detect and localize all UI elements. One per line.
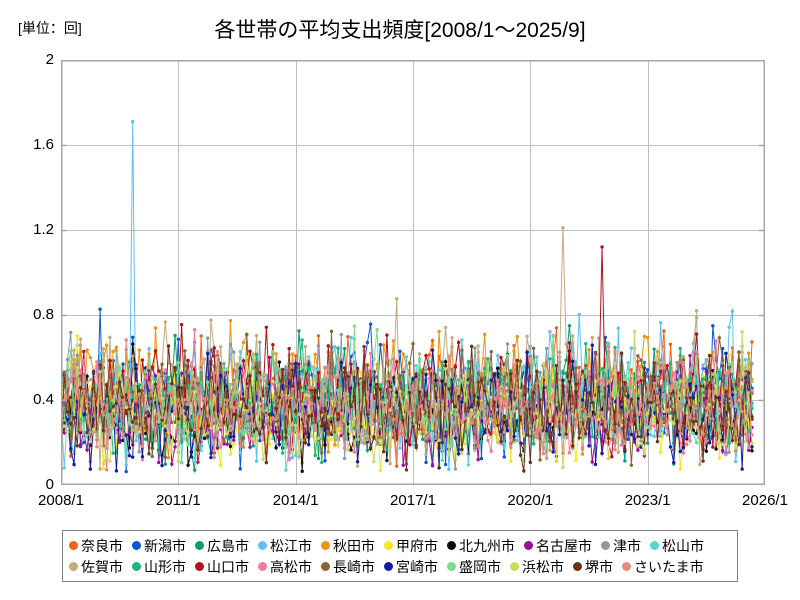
legend-label: 高松市 xyxy=(270,558,312,575)
legend-marker-icon xyxy=(510,562,519,571)
x-tick-label: 2011/1 xyxy=(155,492,201,509)
legend-marker-icon xyxy=(601,541,610,550)
legend-label: 津市 xyxy=(613,537,641,554)
legend-item-長崎市[interactable]: 長崎市 xyxy=(321,560,375,574)
legend-label: 宮崎市 xyxy=(396,558,438,575)
legend-label: 北九州市 xyxy=(459,537,515,554)
legend-marker-icon xyxy=(384,562,393,571)
plot-area xyxy=(61,60,765,485)
legend-item-山口市[interactable]: 山口市 xyxy=(195,560,249,574)
legend-item-北九州市[interactable]: 北九州市 xyxy=(447,539,515,553)
legend-marker-icon xyxy=(622,562,631,571)
legend-label: 名古屋市 xyxy=(536,537,592,554)
legend-marker-icon xyxy=(195,562,204,571)
legend-row: 佐賀市 山形市 山口市 高松市 長崎市 宮崎市 盛岡市 浜松市 堺市 さいたま市 xyxy=(69,556,731,577)
legend-item-堺市[interactable]: 堺市 xyxy=(573,560,613,574)
legend-label: 新潟市 xyxy=(144,537,186,554)
legend-item-津市[interactable]: 津市 xyxy=(601,539,641,553)
legend-marker-icon xyxy=(258,562,267,571)
legend-item-山形市[interactable]: 山形市 xyxy=(132,560,186,574)
legend-row: 奈良市 新潟市 広島市 松江市 秋田市 甲府市 北九州市 名古屋市 津市 松山市 xyxy=(69,535,731,556)
legend-item-名古屋市[interactable]: 名古屋市 xyxy=(524,539,592,553)
chart-canvas xyxy=(61,60,765,485)
y-tick-label: 0.8 xyxy=(33,306,54,323)
legend-label: 山口市 xyxy=(207,558,249,575)
legend-label: 佐賀市 xyxy=(81,558,123,575)
legend-item-新潟市[interactable]: 新潟市 xyxy=(132,539,186,553)
legend-marker-icon xyxy=(132,541,141,550)
legend-item-高松市[interactable]: 高松市 xyxy=(258,560,312,574)
x-tick-label: 2020/1 xyxy=(507,492,554,509)
legend-item-広島市[interactable]: 広島市 xyxy=(195,539,249,553)
x-tick-label: 2023/1 xyxy=(624,492,671,509)
legend-marker-icon xyxy=(69,562,78,571)
legend-marker-icon xyxy=(258,541,267,550)
legend-item-秋田市[interactable]: 秋田市 xyxy=(321,539,375,553)
y-tick-label: 1.6 xyxy=(33,136,54,153)
legend-marker-icon xyxy=(321,562,330,571)
y-tick-label: 0 xyxy=(45,476,54,493)
legend-marker-icon xyxy=(524,541,533,550)
legend-item-浜松市[interactable]: 浜松市 xyxy=(510,560,564,574)
legend-label: 甲府市 xyxy=(396,537,438,554)
legend-label: 盛岡市 xyxy=(459,558,501,575)
legend-item-さいたま市[interactable]: さいたま市 xyxy=(622,560,704,574)
legend-item-松江市[interactable]: 松江市 xyxy=(258,539,312,553)
legend-label: さいたま市 xyxy=(634,558,704,575)
x-tick-label: 2026/1 xyxy=(742,492,788,509)
legend-label: 松江市 xyxy=(270,537,312,554)
legend-label: 山形市 xyxy=(144,558,186,575)
legend-label: 堺市 xyxy=(585,558,613,575)
legend-item-奈良市[interactable]: 奈良市 xyxy=(69,539,123,553)
legend-marker-icon xyxy=(69,541,78,550)
legend-marker-icon xyxy=(384,541,393,550)
y-tick-label: 2 xyxy=(45,51,54,68)
legend-item-松山市[interactable]: 松山市 xyxy=(650,539,704,553)
legend-label: 広島市 xyxy=(207,537,249,554)
legend-item-佐賀市[interactable]: 佐賀市 xyxy=(69,560,123,574)
legend-marker-icon xyxy=(195,541,204,550)
legend-label: 奈良市 xyxy=(81,537,123,554)
legend-marker-icon xyxy=(573,562,582,571)
legend-label: 長崎市 xyxy=(333,558,375,575)
legend-marker-icon xyxy=(447,541,456,550)
legend-marker-icon xyxy=(132,562,141,571)
x-tick-label: 2014/1 xyxy=(272,492,319,509)
legend-label: 浜松市 xyxy=(522,558,564,575)
legend-label: 秋田市 xyxy=(333,537,375,554)
unit-label: [単位：回] xyxy=(18,20,82,36)
y-tick-label: 0.4 xyxy=(33,391,54,408)
legend-marker-icon xyxy=(447,562,456,571)
chart-legend: 奈良市 新潟市 広島市 松江市 秋田市 甲府市 北九州市 名古屋市 津市 松山市佐賀市 山形市 山口市… xyxy=(62,530,738,582)
legend-label: 松山市 xyxy=(662,537,704,554)
legend-item-宮崎市[interactable]: 宮崎市 xyxy=(384,560,438,574)
y-tick-label: 1.2 xyxy=(33,221,54,238)
legend-item-甲府市[interactable]: 甲府市 xyxy=(384,539,438,553)
x-tick-label: 2017/1 xyxy=(390,492,436,509)
legend-item-盛岡市[interactable]: 盛岡市 xyxy=(447,560,501,574)
x-tick-label: 2008/1 xyxy=(38,492,84,509)
legend-marker-icon xyxy=(650,541,659,550)
chart-title: 各世帯の平均支出頻度[2008/1〜2025/9] xyxy=(214,19,586,42)
legend-marker-icon xyxy=(321,541,330,550)
